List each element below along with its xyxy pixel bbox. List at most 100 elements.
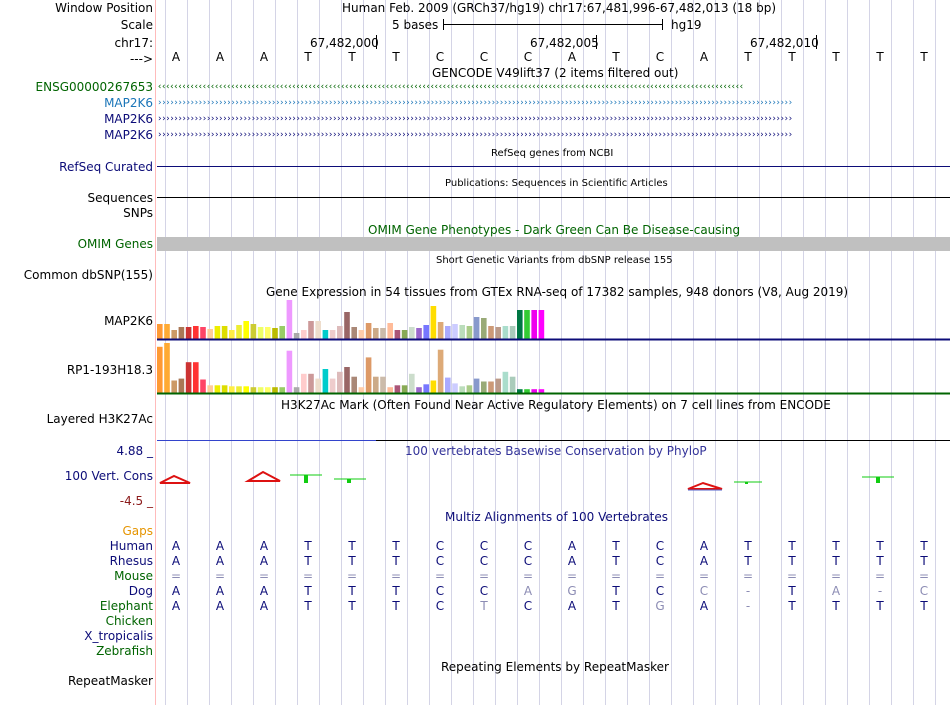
gtex-bar[interactable]: [517, 389, 523, 393]
gene-label-ensg[interactable]: ENSG00000267653: [35, 80, 153, 94]
gtex-label-map2k6[interactable]: MAP2K6: [104, 314, 153, 328]
species-label[interactable]: Elephant: [99, 599, 153, 613]
gtex-bar[interactable]: [229, 330, 235, 339]
phylop-label[interactable]: 100 Vert. Cons: [64, 469, 153, 483]
gene-feature-map2k6[interactable]: ››››››››››››››››››››››››››››››››››››››››…: [157, 114, 793, 124]
gtex-bar[interactable]: [286, 300, 293, 339]
h3k27ac-label[interactable]: Layered H3K27Ac: [46, 412, 153, 426]
gtex-bar[interactable]: [322, 369, 329, 393]
gaps-label[interactable]: Gaps: [122, 524, 153, 538]
gtex-bar[interactable]: [308, 321, 314, 339]
gtex-bar[interactable]: [157, 346, 163, 393]
gtex-bar[interactable]: [531, 310, 537, 339]
gtex-bar[interactable]: [502, 371, 509, 393]
gtex-bar[interactable]: [531, 389, 537, 393]
gtex-bar[interactable]: [236, 325, 242, 339]
gtex-bar[interactable]: [185, 362, 192, 393]
gtex-bar[interactable]: [301, 330, 307, 339]
snps-label[interactable]: SNPs: [123, 206, 153, 220]
gtex-bar[interactable]: [481, 381, 487, 394]
species-label[interactable]: Human: [109, 539, 153, 553]
gene-feature-map2k6[interactable]: ››››››››››››››››››››››››››››››››››››››››…: [157, 130, 793, 140]
gtex-bar[interactable]: [524, 389, 530, 393]
gtex-bar[interactable]: [322, 330, 329, 339]
gtex-bar[interactable]: [279, 387, 285, 393]
gtex-bar[interactable]: [243, 321, 249, 339]
gtex-bar[interactable]: [171, 380, 177, 394]
dbsnp-label[interactable]: Common dbSNP(155): [23, 268, 153, 282]
gtex-bar[interactable]: [272, 328, 278, 339]
gtex-bar[interactable]: [221, 326, 228, 339]
gtex-bar[interactable]: [358, 330, 365, 339]
gtex-bar[interactable]: [214, 326, 221, 339]
gtex-bar[interactable]: [452, 383, 458, 393]
gtex-bar[interactable]: [229, 386, 235, 393]
gtex-bar[interactable]: [164, 324, 170, 339]
gene-label-map2k6[interactable]: MAP2K6: [104, 112, 153, 126]
species-label[interactable]: X_tropicalis: [84, 629, 153, 643]
gtex-bar[interactable]: [401, 330, 408, 339]
gtex-bar[interactable]: [207, 329, 213, 339]
gtex-bar[interactable]: [221, 385, 228, 393]
gtex-bar[interactable]: [193, 326, 199, 339]
gtex-bar[interactable]: [272, 387, 278, 393]
gtex-bar[interactable]: [437, 322, 444, 339]
gtex-label-rp1[interactable]: RP1-193H18.3: [66, 363, 153, 377]
gtex-bar[interactable]: [459, 386, 465, 393]
gtex-bar[interactable]: [157, 324, 163, 339]
gene-label-map2k6[interactable]: MAP2K6: [104, 128, 153, 142]
gtex-bar[interactable]: [178, 327, 185, 339]
gtex-bar[interactable]: [373, 328, 379, 339]
gtex-bar[interactable]: [459, 325, 465, 339]
gtex-bar[interactable]: [488, 381, 494, 394]
gtex-bar[interactable]: [409, 373, 415, 393]
omim-feature-bar[interactable]: [157, 237, 950, 251]
gtex-bar[interactable]: [293, 387, 300, 393]
sequences-label[interactable]: Sequences: [87, 191, 153, 205]
gtex-bar[interactable]: [524, 310, 530, 339]
gtex-bar[interactable]: [257, 387, 264, 393]
gtex-bar[interactable]: [495, 327, 501, 339]
gtex-bar[interactable]: [337, 371, 343, 393]
species-label[interactable]: Dog: [128, 584, 153, 598]
gtex-bar[interactable]: [488, 326, 494, 339]
gtex-bar[interactable]: [265, 387, 271, 393]
gtex-bar[interactable]: [265, 327, 271, 339]
gtex-bar[interactable]: [416, 387, 422, 393]
gtex-bar[interactable]: [495, 378, 501, 393]
gtex-bar[interactable]: [243, 386, 249, 393]
gtex-bar[interactable]: [185, 327, 192, 339]
species-label[interactable]: Chicken: [105, 614, 153, 628]
gtex-bar[interactable]: [293, 333, 300, 339]
gtex-bar[interactable]: [387, 387, 393, 393]
gtex-bar[interactable]: [473, 378, 480, 393]
gtex-bar[interactable]: [437, 349, 444, 393]
gtex-bar[interactable]: [452, 324, 458, 339]
gtex-bar[interactable]: [473, 317, 480, 339]
gtex-bar[interactable]: [409, 327, 415, 339]
gtex-bar[interactable]: [250, 324, 257, 339]
gtex-bar[interactable]: [279, 326, 285, 339]
gtex-bar[interactable]: [200, 327, 206, 339]
gtex-bar[interactable]: [164, 343, 170, 393]
gtex-bar[interactable]: [365, 357, 372, 393]
gtex-bar[interactable]: [509, 376, 516, 393]
gtex-bar[interactable]: [207, 385, 213, 393]
gtex-bar[interactable]: [329, 330, 336, 339]
gtex-bar[interactable]: [193, 362, 199, 393]
gtex-bar[interactable]: [445, 377, 451, 393]
gtex-bar[interactable]: [538, 389, 545, 393]
gtex-bar[interactable]: [481, 318, 487, 339]
gtex-bar[interactable]: [423, 325, 429, 339]
gtex-bar[interactable]: [430, 306, 437, 339]
gtex-bar[interactable]: [373, 376, 379, 393]
gtex-bar[interactable]: [445, 326, 451, 339]
gtex-bar[interactable]: [466, 326, 473, 339]
gtex-bar[interactable]: [509, 326, 516, 339]
gtex-bar[interactable]: [517, 310, 523, 339]
gtex-bar[interactable]: [502, 326, 509, 339]
gtex-bar[interactable]: [344, 312, 350, 339]
gtex-bar[interactable]: [380, 328, 386, 339]
gtex-bar[interactable]: [394, 385, 401, 393]
